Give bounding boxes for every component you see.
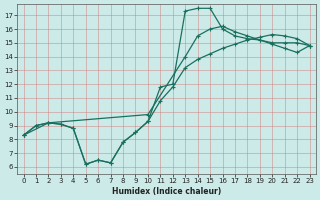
X-axis label: Humidex (Indice chaleur): Humidex (Indice chaleur) [112,187,221,196]
